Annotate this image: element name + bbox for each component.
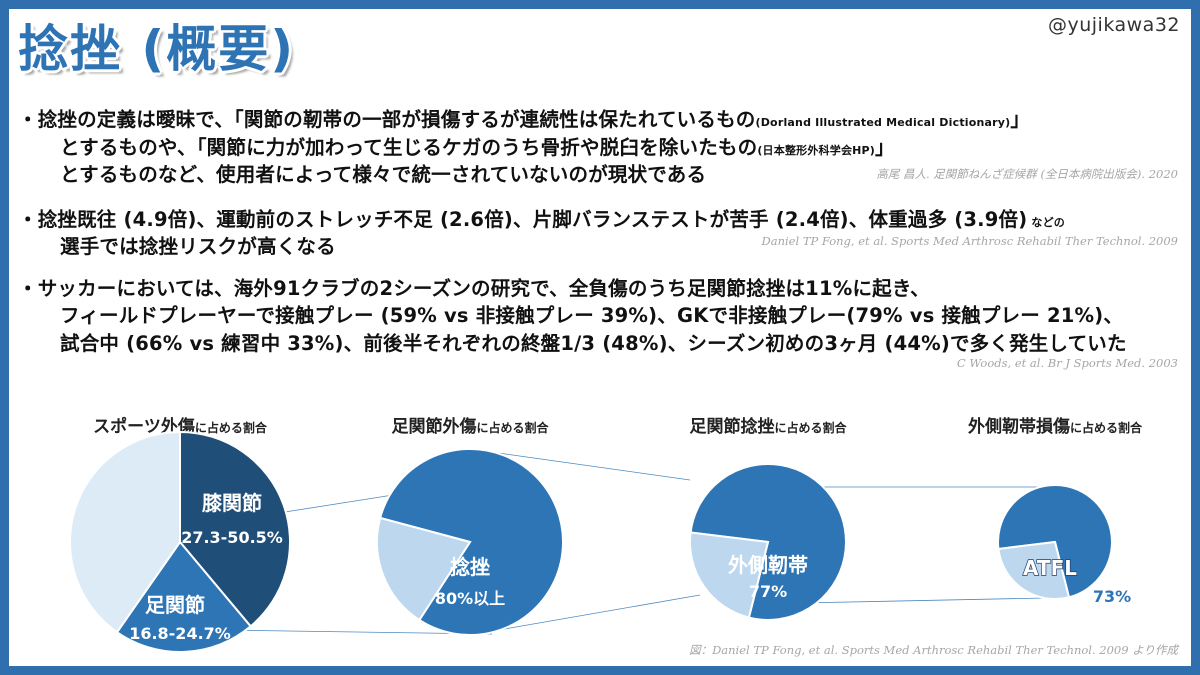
pie-2-slice-2 bbox=[376, 516, 472, 622]
bullet-1-line-3: とするものなど、使用者によって様々で統一されていないのが現状である bbox=[60, 163, 707, 186]
bullet-2-line-2: 選手では捻挫リスクが高くなる bbox=[60, 235, 336, 258]
slide-title: 捻挫 (概要) bbox=[18, 20, 296, 78]
pie-1-value-label: 27.3-50.5% bbox=[181, 528, 283, 547]
bullet-3-line-2: フィールドプレーヤーで接触プレー (59% vs 非接触プレー 39%)、GKで… bbox=[60, 304, 1124, 327]
pie-3-slice-2 bbox=[689, 531, 770, 619]
pie-4-slice-2 bbox=[997, 540, 1071, 600]
bullet-3-line-1: ・サッカーにおいては、海外91クラブの2シーズンの研究で、全負傷のうち足関節捻挫… bbox=[18, 277, 930, 300]
pie-4-value-label: 73% bbox=[1093, 587, 1131, 606]
pie-1-slice-2 bbox=[115, 540, 253, 653]
pie-3-value-label: 77% bbox=[749, 582, 787, 601]
citation-3: C Woods, et al. Br J Sports Med. 2003 bbox=[956, 356, 1178, 370]
pie-1-label: 膝関節 bbox=[202, 491, 262, 515]
connector-line-3 bbox=[469, 448, 691, 481]
connector-line-1 bbox=[284, 494, 394, 513]
pie-2-slice-1 bbox=[378, 448, 564, 636]
connector-line-4 bbox=[469, 594, 701, 636]
pie-2-title: 足関節外傷に占める割合 bbox=[391, 417, 549, 437]
pie-1-label: 足関節 bbox=[145, 593, 205, 617]
bullet-1-line-1: ・捻挫の定義は曖昧で、「関節の靭帯の一部が損傷するが連続性は保たれているもの(D… bbox=[18, 108, 1031, 131]
pie-2-label: 捻挫 bbox=[450, 555, 490, 579]
pie-1-slice-3 bbox=[69, 430, 181, 634]
pie-2-value-label: 80%以上 bbox=[435, 589, 505, 608]
citation-1: 高尾 昌人. 足関節ねんざ症候群 (全日本病院出版会). 2020 bbox=[876, 167, 1178, 181]
bullet-3-line-3: 試合中 (66% vs 練習中 33%)、前後半それぞれの終盤1/3 (48%)… bbox=[60, 332, 1127, 355]
bullet-1-line-2: とするものや、「関節に力が加わって生じるケガのうち骨折や脱臼を除いたもの(日本整… bbox=[60, 136, 895, 159]
pie-1-value-label: 16.8-24.7% bbox=[129, 624, 231, 643]
connector-line-6 bbox=[799, 597, 1046, 604]
author-handle: @yujikawa32 bbox=[1047, 14, 1180, 36]
pie-4-label: ATFL bbox=[1023, 556, 1077, 580]
bullet-2-line-1: ・捻挫既往 (4.9倍)、運動前のストレッチ不足 (2.6倍)、片脚バランステス… bbox=[18, 208, 1065, 231]
connector-line-2 bbox=[221, 629, 493, 635]
citation-2: Daniel TP Fong, et al. Sports Med Arthro… bbox=[761, 234, 1178, 248]
pie-3-title: 足関節捻挫に占める割合 bbox=[689, 417, 847, 437]
pie-1-slice-1 bbox=[179, 430, 291, 628]
pie-3-label: 外側靭帯 bbox=[728, 553, 808, 577]
pie-4-title: 外側靭帯損傷に占める割合 bbox=[967, 417, 1143, 437]
figure-citation: 図：Daniel TP Fong, et al. Sports Med Arth… bbox=[689, 643, 1178, 657]
